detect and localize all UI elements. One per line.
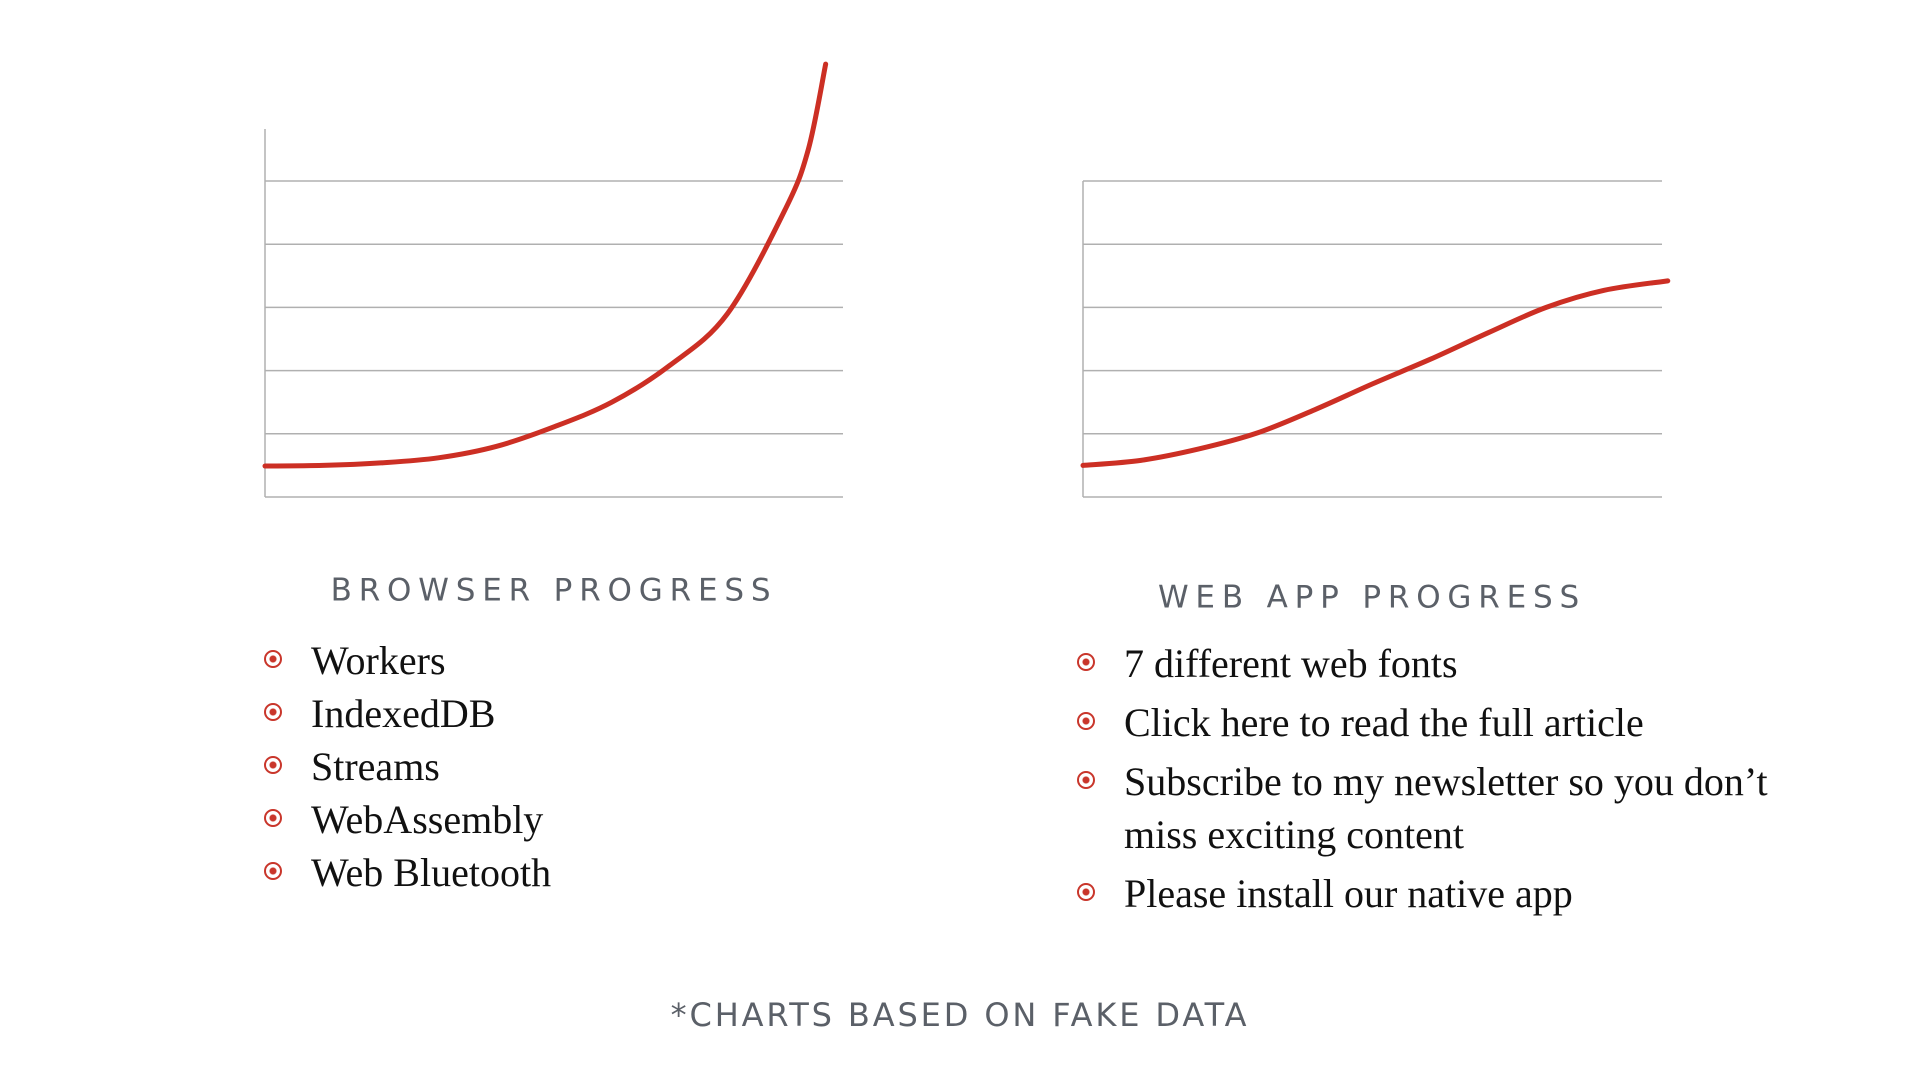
chart-title: BROWSER PROGRESS — [331, 573, 778, 609]
list-item: IndexedDB — [263, 687, 551, 740]
list-item: WebAssembly — [263, 793, 551, 846]
footnote: *CHARTS BASED ON FAKE DATA — [670, 996, 1250, 1034]
list-item: Streams — [263, 740, 551, 793]
chart-title: WEB APP PROGRESS — [1158, 580, 1586, 616]
data-line — [1080, 278, 1671, 468]
feature-list: Workers IndexedDB Streams WebAssembly Web Bl… — [263, 634, 551, 899]
data-line — [262, 61, 829, 469]
list-item: 7 different web fonts — [1077, 637, 1784, 690]
list-item: Workers — [263, 634, 551, 687]
feature-list: 7 different web fonts Click here to read … — [1077, 637, 1784, 926]
list-item: Click here to read the full article — [1077, 696, 1784, 749]
list-item: Web Bluetooth — [263, 846, 551, 899]
list-item: Please install our native app — [1077, 867, 1784, 920]
list-item: Subscribe to my newsletter so you don’t … — [1077, 755, 1784, 861]
